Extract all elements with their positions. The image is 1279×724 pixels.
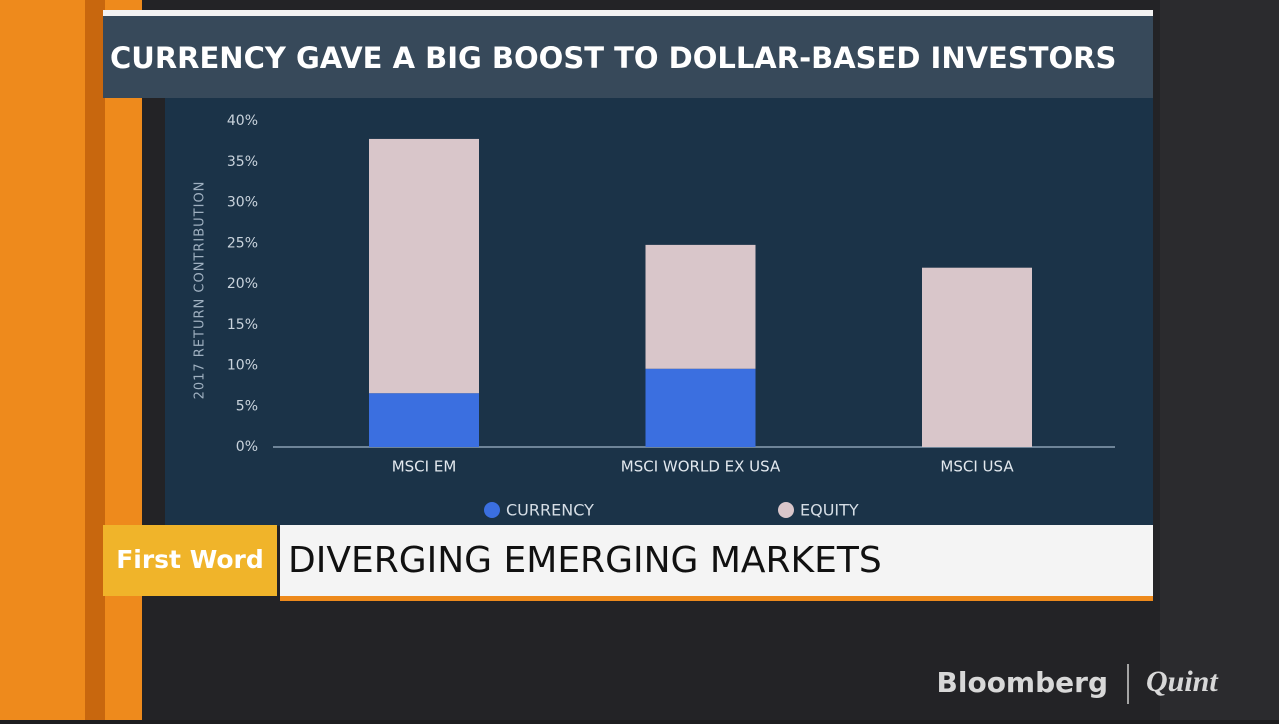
logo-partner: Quint [1146, 665, 1219, 698]
tag-text: First Word [116, 545, 264, 574]
x-tick-label: MSCI WORLD EX USA [621, 458, 781, 476]
legend-label: CURRENCY [506, 501, 594, 520]
legend-swatch [778, 502, 794, 518]
y-tick-label: 40% [227, 113, 258, 129]
y-tick-label: 30% [227, 195, 258, 211]
title-bar [103, 10, 1153, 98]
y-axis-label: 2017 RETURN CONTRIBUTION [193, 181, 208, 400]
bar-segment [369, 138, 479, 394]
bar-segment [369, 393, 479, 447]
y-tick-label: 0% [236, 439, 258, 455]
x-tick-label: MSCI EM [392, 458, 457, 476]
y-tick-label: 20% [227, 276, 258, 292]
headline: DIVERGING EMERGING MARKETS [288, 540, 882, 581]
y-tick-label: 10% [227, 358, 258, 374]
headline-bar [280, 525, 1153, 598]
bar-segment [645, 244, 756, 369]
legend-label: EQUITY [800, 501, 859, 520]
y-tick-label: 35% [227, 154, 258, 170]
y-tick-label: 15% [227, 317, 258, 333]
bar-segment [922, 267, 1032, 447]
tag-box [103, 525, 277, 596]
logo-brand: Bloomberg [937, 666, 1108, 699]
title-bar-edge [103, 10, 1153, 16]
chart-title: CURRENCY GAVE A BIG BOOST TO DOLLAR-BASE… [110, 41, 1116, 75]
y-tick-label: 5% [236, 398, 258, 414]
wall-panel [1160, 0, 1279, 720]
bar-segment [645, 368, 756, 447]
legend-swatch [484, 502, 500, 518]
y-tick-label: 25% [227, 235, 258, 251]
x-tick-label: MSCI USA [940, 458, 1014, 476]
orange-strip [0, 0, 142, 720]
orange-shade [85, 0, 105, 720]
headline-underline [280, 596, 1153, 601]
